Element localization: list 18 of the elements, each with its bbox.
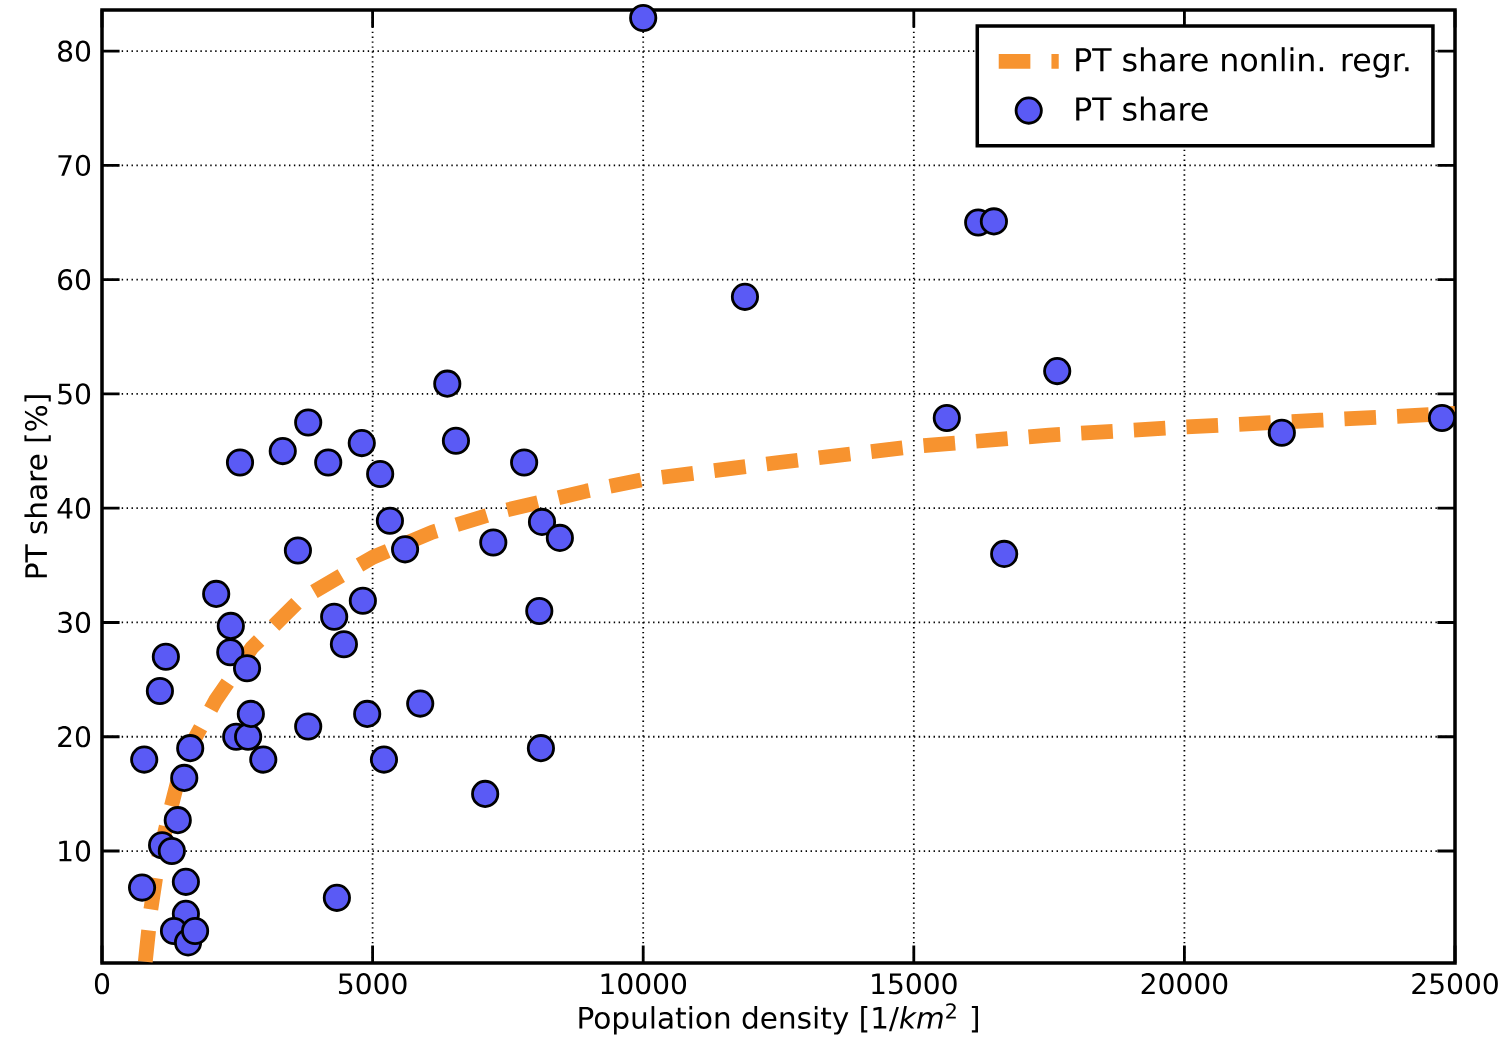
x-axis-title: Population density [1/km$^{2}$ ] — [579, 1003, 978, 1035]
y-tick-label: 40 — [57, 497, 91, 519]
x-tick-label: 0 — [94, 973, 110, 995]
y-tick-label: 50 — [58, 383, 91, 405]
y-tick-label: 80 — [58, 40, 91, 62]
y-tick-label: 60 — [58, 269, 91, 291]
y-tick-label: 30 — [58, 611, 91, 634]
x-tick-label: 15000 — [872, 973, 957, 995]
legend-label: PT share — [1076, 96, 1208, 121]
legend-label: PT share nonlin. regr. — [1076, 47, 1409, 78]
y-tick-label: 10 — [59, 840, 91, 862]
x-tick-label: 20000 — [1141, 973, 1228, 995]
x-tick-label: 25000 — [1412, 973, 1498, 995]
x-tick-label: 5000 — [338, 973, 407, 995]
y-tick-label: 70 — [58, 154, 91, 177]
y-tick-label: 20 — [58, 726, 91, 748]
x-tick-label: 10000 — [601, 973, 687, 995]
y-axis-title: PT share [%] — [24, 395, 51, 578]
